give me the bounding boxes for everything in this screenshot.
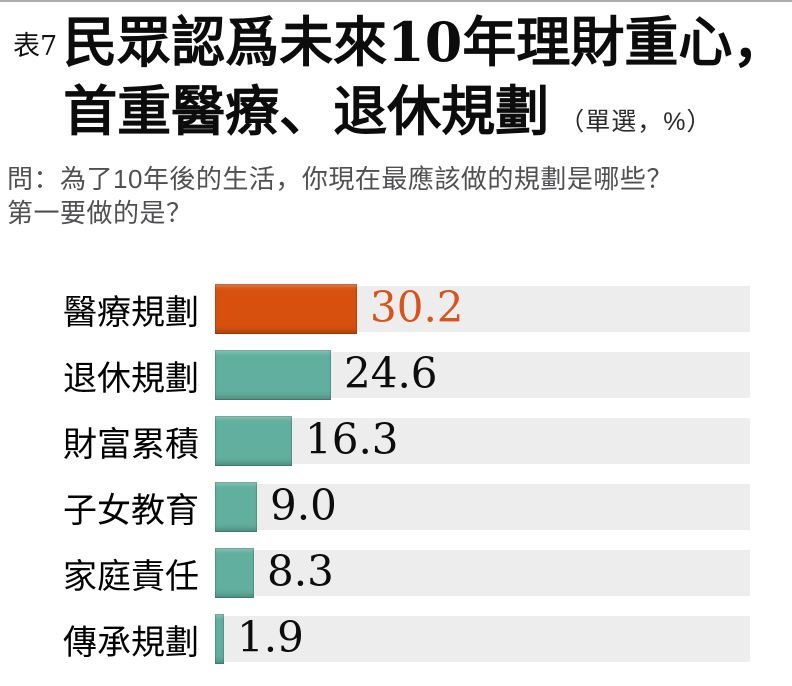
bar-label: 傳承規劃: [63, 622, 199, 663]
survey-question-line2: 第一要做的是？: [7, 198, 193, 229]
bar-track: 8.3: [215, 546, 750, 599]
bar-value: 1.9: [237, 612, 304, 662]
bar-value: 9.0: [270, 480, 337, 530]
chart-title: 民眾認爲未來10年理財重心， 首重醫療、退休規劃 （單選，%）: [63, 8, 786, 145]
bar-value: 24.6: [344, 348, 438, 398]
bar-row: 退休規劃 24.6: [0, 342, 792, 408]
bar: [215, 614, 224, 665]
bar-row: 家庭責任 8.3: [0, 540, 792, 606]
bar-label: 退休規劃: [63, 358, 199, 399]
bar-chart: 醫療規劃 30.2 退休規劃 24.6 財富累積 16.3 子女教育 9.0 家…: [0, 276, 792, 672]
top-divider: [0, 0, 792, 2]
bar: [215, 284, 357, 335]
bar-row: 傳承規劃 1.9: [0, 606, 792, 672]
bar: [215, 548, 254, 599]
bar-label: 醫療規劃: [63, 292, 199, 333]
bar-track: 9.0: [215, 480, 750, 533]
bar-row: 醫療規劃 30.2: [0, 276, 792, 342]
bar-track: 30.2: [215, 282, 750, 335]
bar-value: 8.3: [267, 546, 334, 596]
chart-title-line1: 民眾認爲未來10年理財重心，: [63, 10, 787, 74]
bar: [215, 482, 257, 533]
table-number-tag: 表7: [13, 31, 58, 62]
bar-track: 16.3: [215, 414, 750, 467]
bar-value: 16.3: [305, 414, 399, 464]
bar-label: 家庭責任: [63, 556, 199, 597]
survey-question: 問：為了10年後的生活，你現在最應該做的規劃是哪些？ 第一要做的是？: [7, 162, 784, 230]
chart-unit-note: （單選，%）: [559, 107, 713, 136]
bar-track: 24.6: [215, 348, 750, 401]
bar-track: 1.9: [215, 612, 750, 665]
bar: [215, 416, 292, 467]
survey-question-line1: 問：為了10年後的生活，你現在最應該做的規劃是哪些？: [7, 164, 673, 195]
bar-value: 30.2: [370, 282, 464, 332]
bar-row: 子女教育 9.0: [0, 474, 792, 540]
bar-label: 財富累積: [63, 424, 199, 465]
chart-header: 表7 民眾認爲未來10年理財重心， 首重醫療、退休規劃 （單選，%）: [0, 2, 792, 145]
bar: [215, 350, 331, 401]
chart-title-line2: 首重醫療、退休規劃: [63, 78, 550, 143]
bar-row: 財富累積 16.3: [0, 408, 792, 474]
bar-label: 子女教育: [63, 490, 199, 531]
